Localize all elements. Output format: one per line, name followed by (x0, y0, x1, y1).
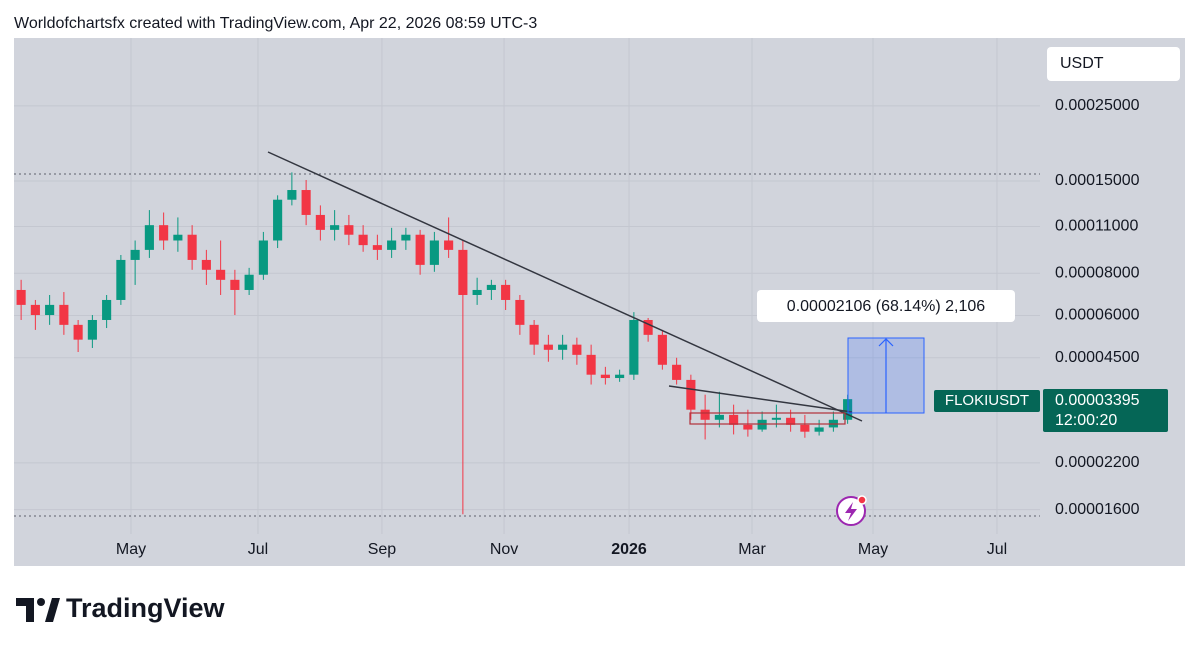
candle-body (686, 379, 696, 410)
candle-body (771, 417, 781, 420)
candle-body (102, 299, 112, 320)
candle-body (315, 214, 325, 230)
candle-body (344, 225, 354, 235)
candle-body (657, 334, 667, 365)
candle-body (458, 249, 468, 295)
candle-body (216, 269, 226, 280)
candle-body (201, 259, 211, 270)
candle-body (429, 240, 439, 265)
candle-body (144, 225, 154, 250)
candle-body (757, 419, 767, 430)
alert-dot (857, 495, 867, 505)
y-tick-label: 0.00001600 (1055, 501, 1140, 518)
y-axis: 0.00025000 0.00015000 0.00011000 0.00008000… (1055, 97, 1140, 518)
candle-body (287, 190, 297, 200)
x-tick-label: Jul (248, 541, 268, 558)
last-price-box (1043, 389, 1168, 432)
x-axis: May Jul Sep Nov 2026 Mar May Jul (116, 541, 1007, 558)
candle-body (814, 427, 824, 432)
candle-body (586, 354, 596, 375)
x-tick-label: May (858, 541, 888, 558)
y-tick-label: 0.00011000 (1055, 218, 1138, 235)
candle-body (486, 284, 496, 290)
header: Worldofchartsfx created with TradingView… (14, 15, 537, 32)
candle-body (187, 234, 197, 260)
y-tick-label: 0.00025000 (1055, 97, 1140, 114)
candle-body (45, 304, 55, 316)
currency[interactable]: USDT (1060, 55, 1104, 72)
candle-body (258, 240, 268, 275)
y-tick-label: 0.00006000 (1055, 307, 1140, 324)
alert-icon-bolt (845, 502, 857, 521)
candle-body (273, 199, 283, 241)
candles (16, 172, 853, 515)
countdown: 12:00:20 (1055, 412, 1117, 429)
candle-body (501, 284, 511, 300)
x-tick-label: Nov (490, 541, 518, 558)
candle-body (130, 249, 140, 260)
candle-body (358, 234, 368, 246)
y-tick-label: 0.00008000 (1055, 264, 1140, 281)
trend-line (668, 385, 853, 413)
candle-body (672, 364, 682, 380)
candle-body (629, 319, 639, 375)
candle-body (743, 424, 753, 430)
grid (14, 38, 1040, 534)
symbol-box (934, 390, 1040, 412)
measure-label-box (757, 290, 1015, 322)
candle-body (800, 424, 810, 432)
candle-body (387, 240, 397, 250)
candle-body (173, 234, 183, 241)
candle-body (572, 344, 582, 355)
brand: TradingView (66, 593, 226, 623)
candle-body (786, 417, 796, 425)
candle-body (16, 289, 26, 305)
measure-label: 0.00002106 (68.14%) 2,106 (787, 298, 985, 315)
candle-body (714, 414, 724, 420)
candle-body (73, 324, 83, 340)
candle-body (301, 190, 311, 215)
candle-body (472, 289, 482, 295)
candle-body (700, 409, 710, 420)
candle-body (415, 234, 425, 265)
brand-logo (16, 598, 60, 622)
candle-body (729, 414, 739, 425)
candle-body (615, 374, 625, 379)
x-tick-label: Jul (987, 541, 1007, 558)
last-price: 0.00003395 (1055, 392, 1140, 409)
candle-body (230, 279, 240, 290)
candle-body (159, 225, 169, 241)
candle-body (59, 304, 69, 325)
candle-body (330, 225, 340, 230)
x-tick-label: 2026 (611, 541, 647, 558)
y-tick-label: 0.00002200 (1055, 454, 1140, 471)
candle-body (30, 304, 40, 316)
y-tick-label: 0.00004500 (1055, 349, 1140, 366)
candle-body (600, 374, 610, 379)
candle-body (372, 245, 382, 250)
x-tick-label: Sep (368, 541, 397, 558)
candle-body (543, 344, 553, 350)
candle-body (116, 259, 126, 300)
x-tick-label: May (116, 541, 146, 558)
candle-body (529, 324, 539, 345)
x-tick-label: Mar (738, 541, 766, 558)
currency-box[interactable] (1047, 47, 1180, 81)
candle-body (444, 240, 454, 250)
candle-body (87, 319, 97, 340)
range-box (689, 412, 846, 425)
candle-body (401, 234, 411, 241)
y-tick-label: 0.00015000 (1055, 172, 1140, 189)
measure-arrow-head (878, 338, 894, 347)
trend-line (267, 151, 863, 422)
symbol: FLOKIUSDT (945, 392, 1029, 409)
candle-body (244, 274, 254, 290)
candle-body (558, 344, 568, 350)
candle-body (515, 299, 525, 325)
candle-body (643, 319, 653, 335)
